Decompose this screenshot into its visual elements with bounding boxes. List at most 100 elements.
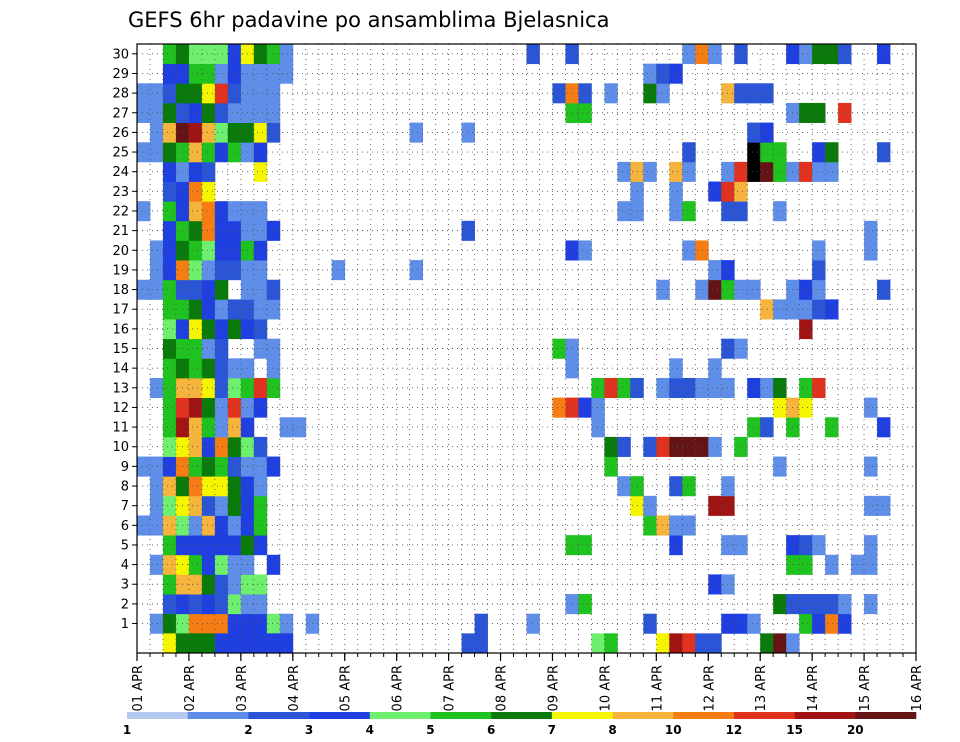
y-tick-label: 18 [112,283,129,298]
heatmap-cell [838,102,852,123]
heatmap-cell [149,377,164,399]
heatmap-cell [188,260,203,281]
heatmap-cell [201,161,216,182]
heatmap-cell [253,299,268,320]
heatmap-cell [201,574,216,595]
heatmap-cell [149,240,164,261]
x-tick-label: 13 APR [754,665,769,711]
heatmap-cell [227,535,242,556]
heatmap-cell [162,495,177,516]
legend-label: 6 [487,723,495,737]
heatmap-cell [669,377,683,399]
legend-swatch [127,712,188,719]
heatmap-cell [201,63,216,84]
heatmap-cell [760,142,774,163]
heatmap-cell [214,122,229,143]
heatmap-cell [643,436,657,457]
heatmap-cell [799,279,813,300]
legend-swatch [551,712,613,719]
heatmap-cell [253,201,268,222]
heatmap-cell [266,613,281,634]
heatmap-cell [279,613,294,634]
legend-label: 20 [847,723,864,737]
heatmap-cell [214,476,229,497]
heatmap-cell [227,613,242,634]
heatmap-cell [877,44,891,65]
heatmap-cell [253,338,268,359]
heatmap-cell [825,44,839,65]
heatmap-cell [162,161,177,182]
heatmap-cell [253,279,268,300]
y-tick-label: 4 [121,558,129,573]
y-tick-label: 5 [121,538,129,553]
heatmap-cell [214,613,229,634]
heatmap-cell [201,220,216,241]
heatmap-cell [812,260,826,281]
heatmap-cell [461,220,475,241]
heatmap-cell [253,594,268,615]
heatmap-cell [162,456,177,477]
heatmap-cell [253,535,268,556]
heatmap-cell [227,574,242,595]
heatmap-cell [747,142,761,163]
heatmap-cell [188,495,203,516]
heatmap-cell [227,122,242,143]
heatmap-cell [188,594,203,615]
legend-label: 8 [608,723,616,737]
heatmap-cell [734,535,748,556]
legend-swatch [733,712,795,719]
heatmap-cell [825,554,839,575]
x-tick-label: 05 APR [339,665,354,711]
heatmap-cell [799,613,813,634]
heatmap-cell [825,594,839,615]
heatmap-cell [279,633,294,654]
heatmap-cell [682,476,696,497]
heatmap-cell [877,142,891,163]
heatmap-cell [149,122,164,143]
heatmap-cell [162,417,177,438]
heatmap-cell [812,535,826,556]
heatmap-cell [877,279,891,300]
legend-swatch [248,712,310,719]
heatmap-cell [188,613,203,634]
heatmap-cell [734,201,748,222]
heatmap-cell [214,594,229,615]
x-tick-label: 16 APR [910,665,925,711]
heatmap-cell [188,515,203,536]
heatmap-cell [201,495,216,516]
heatmap-cell [747,613,761,634]
heatmap-cell [253,44,268,65]
heatmap-cell [864,594,878,615]
heatmap-cell [266,220,281,241]
heatmap-cell [201,417,216,438]
heatmap-cell [266,44,281,65]
heatmap-cell [708,495,722,516]
heatmap-cell [708,436,722,457]
heatmap-cell [669,63,683,84]
heatmap-cell [682,142,696,163]
heatmap-cell [201,456,216,477]
y-tick-label: 17 [112,303,129,318]
heatmap-cell [188,358,203,379]
heatmap-cell [253,83,268,104]
heatmap-cell [214,417,229,438]
heatmap-cell [214,535,229,556]
heatmap-cell [214,102,229,123]
heatmap-cell [279,417,294,438]
y-tick-label: 29 [112,67,129,82]
heatmap-cell [162,515,177,536]
heatmap-cell [695,44,709,65]
heatmap-cell [682,201,696,222]
heatmap-cell [188,377,203,399]
heatmap-cell [812,594,826,615]
y-tick-label: 7 [121,499,129,514]
heatmap-cell [708,44,722,65]
y-tick-label: 6 [121,519,129,534]
heatmap-cells [137,44,891,654]
heatmap-cell [526,44,540,65]
heatmap-cell [188,122,203,143]
heatmap-cell [188,554,203,575]
heatmap-cell [227,240,242,261]
heatmap-cell [188,299,203,320]
heatmap-cell [617,476,631,497]
